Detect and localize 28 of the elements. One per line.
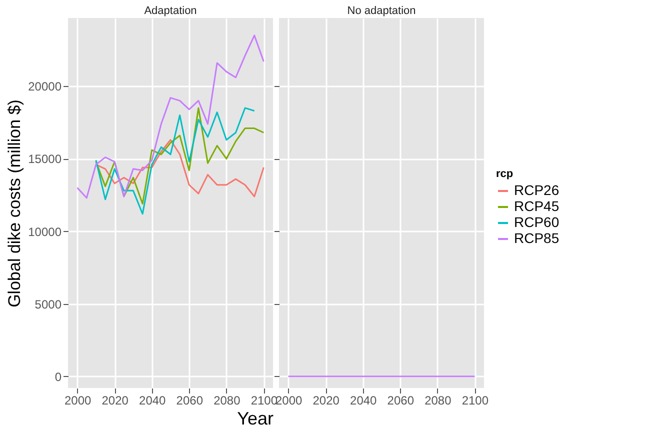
legend-label: RCP85	[514, 230, 560, 246]
x-tick-label: 2040	[350, 394, 378, 408]
legend-label: RCP26	[514, 182, 560, 198]
y-axis-title: Global dike costs (million $)	[5, 100, 24, 308]
legend-label: RCP60	[514, 214, 560, 230]
legend-title: rcp	[496, 168, 514, 180]
x-tick-label: 2100	[462, 394, 489, 408]
x-tick-label: 2000	[275, 394, 302, 408]
chart-title: Adaptation	[144, 5, 197, 17]
y-tick-label: 0	[54, 370, 62, 384]
chart-title: No adaptation	[347, 5, 416, 17]
y-tick-label: 10000	[28, 224, 62, 239]
x-tick-label: 2020	[312, 394, 340, 408]
x-tick-label: 2020	[102, 394, 129, 408]
x-axis-title: Year	[237, 408, 274, 428]
x-tick-label: 2040	[139, 394, 166, 408]
y-tick-label: 5000	[34, 297, 62, 312]
x-tick-label: 2060	[387, 394, 414, 408]
x-tick-label: 2060	[176, 394, 204, 408]
y-tick-label: 20000	[28, 80, 62, 94]
x-tick-label: 2080	[214, 394, 241, 408]
x-tick-label: 2000	[64, 394, 92, 408]
x-tick-label: 2080	[424, 394, 452, 408]
line-series	[95, 139, 264, 198]
line-series	[76, 34, 264, 199]
x-tick-label: 2100	[250, 394, 278, 408]
y-tick-label: 15000	[28, 152, 62, 166]
legend-label: RCP45	[514, 198, 560, 214]
